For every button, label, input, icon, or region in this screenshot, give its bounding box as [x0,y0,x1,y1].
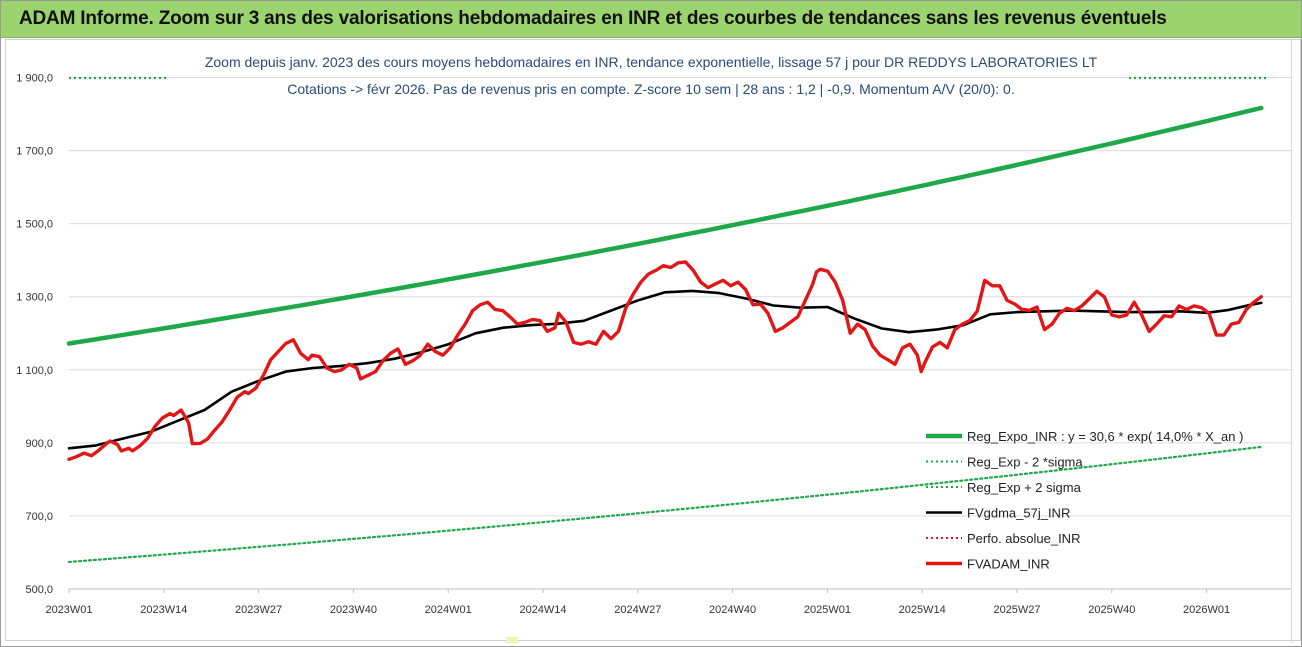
series-line-1 [67,445,1263,564]
x-tick-label: 2025W14 [899,604,946,616]
legend-label: Perfo. absolue_INR [967,531,1080,546]
series-line-5 [67,260,1263,461]
legend-label: FVgdma_57j_INR [967,506,1070,521]
axes: 500,0 700,0 900,0 1 100,0 1 300,0 1 500,0 1 70… [16,73,1291,616]
series-line-0 [66,105,1264,346]
legend-label: Reg_Exp - 2 *sigma [967,455,1083,470]
y-tick-label: 700,0 [25,511,53,523]
legend-label: Reg_Exp + 2 sigma [967,480,1082,495]
x-tick-label: 2024W14 [519,604,566,616]
y-tick-label: 900,0 [25,438,53,450]
x-tick-label: 2023W27 [235,604,282,616]
legend: Reg_Expo_INR : y = 30,6 * exp( 14,0% * X… [926,429,1243,572]
x-tick-label: 2026W01 [1183,604,1230,616]
report-title: ADAM Informe. Zoom sur 3 ans des valoris… [19,8,1167,29]
y-tick-label: 500,0 [25,584,53,596]
legend-label: Reg_Expo_INR : y = 30,6 * exp( 14,0% * X… [967,429,1243,444]
x-tick-label: 2025W40 [1088,604,1135,616]
x-tick-label: 2025W01 [804,604,851,616]
x-tick-label: 2025W27 [993,604,1040,616]
y-tick-label: 1 500,0 [16,219,53,231]
chart-subtitle-line1: Zoom depuis janv. 2023 des cours moyens … [205,54,1098,70]
series-layer [66,76,1266,564]
legend-label: FVADAM_INR [967,557,1050,572]
chart-subtitle-line2: Cotations -> févr 2026. Pas de revenus p… [287,81,1014,97]
plot-area-frame [5,39,1301,641]
y-tick-label: 1 100,0 [16,365,53,377]
y-tick-label: 1 900,0 [16,73,53,85]
resize-handle[interactable] [506,637,518,643]
sheet-edge [1291,39,1302,643]
x-tick-label: 2024W40 [709,604,756,616]
y-tick-label: 1 700,0 [16,146,53,158]
x-tick-label: 2024W27 [614,604,661,616]
y-tick-label: 1 300,0 [16,292,53,304]
x-tick-label: 2023W40 [330,604,377,616]
title-bar: ADAM Informe. Zoom sur 3 ans des valoris… [1,1,1301,38]
x-tick-label: 2023W14 [140,604,187,616]
series-line-3 [67,289,1263,450]
x-tick-label: 2023W01 [45,604,92,616]
x-tick-label: 2024W01 [425,604,472,616]
